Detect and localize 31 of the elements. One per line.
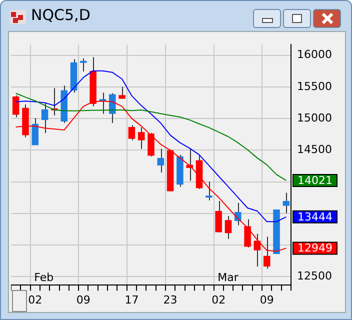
chart-title: NQC5,D [31, 6, 90, 24]
y-tick-label: 16000 [297, 48, 332, 62]
candlestick [157, 148, 164, 173]
candlestick [206, 181, 212, 201]
candlestick [215, 200, 222, 233]
text: 13444 [298, 210, 332, 224]
x-tick-label: 02 [28, 293, 42, 306]
y-tick-label: 15500 [297, 80, 332, 93]
candlestick [80, 58, 87, 72]
candlestick [12, 94, 20, 118]
candlestick [118, 86, 126, 100]
y-tick-label: 15000 [297, 111, 332, 124]
x-tick-label: 02 [212, 293, 226, 306]
candlestick [148, 132, 154, 157]
candlestick [128, 124, 136, 141]
y-tick-label: 14500 [297, 143, 332, 156]
x-tick-label: 09 [260, 293, 274, 306]
annotation: Feb [34, 271, 54, 284]
candlestick [282, 192, 290, 214]
text: 14021 [298, 174, 332, 187]
x-tick-label: 09 [76, 293, 90, 306]
candlestick [244, 218, 251, 248]
candlestick [109, 92, 116, 124]
text: 12949 [298, 242, 332, 255]
candlestick [224, 216, 232, 240]
x-tick-label: 23 [163, 293, 178, 306]
candlestick [138, 127, 145, 150]
y-tick-label: 12500 [297, 269, 332, 282]
x-tick-label: 17 [124, 293, 139, 306]
annotation: Mar [218, 271, 239, 284]
candlestick [41, 102, 48, 134]
